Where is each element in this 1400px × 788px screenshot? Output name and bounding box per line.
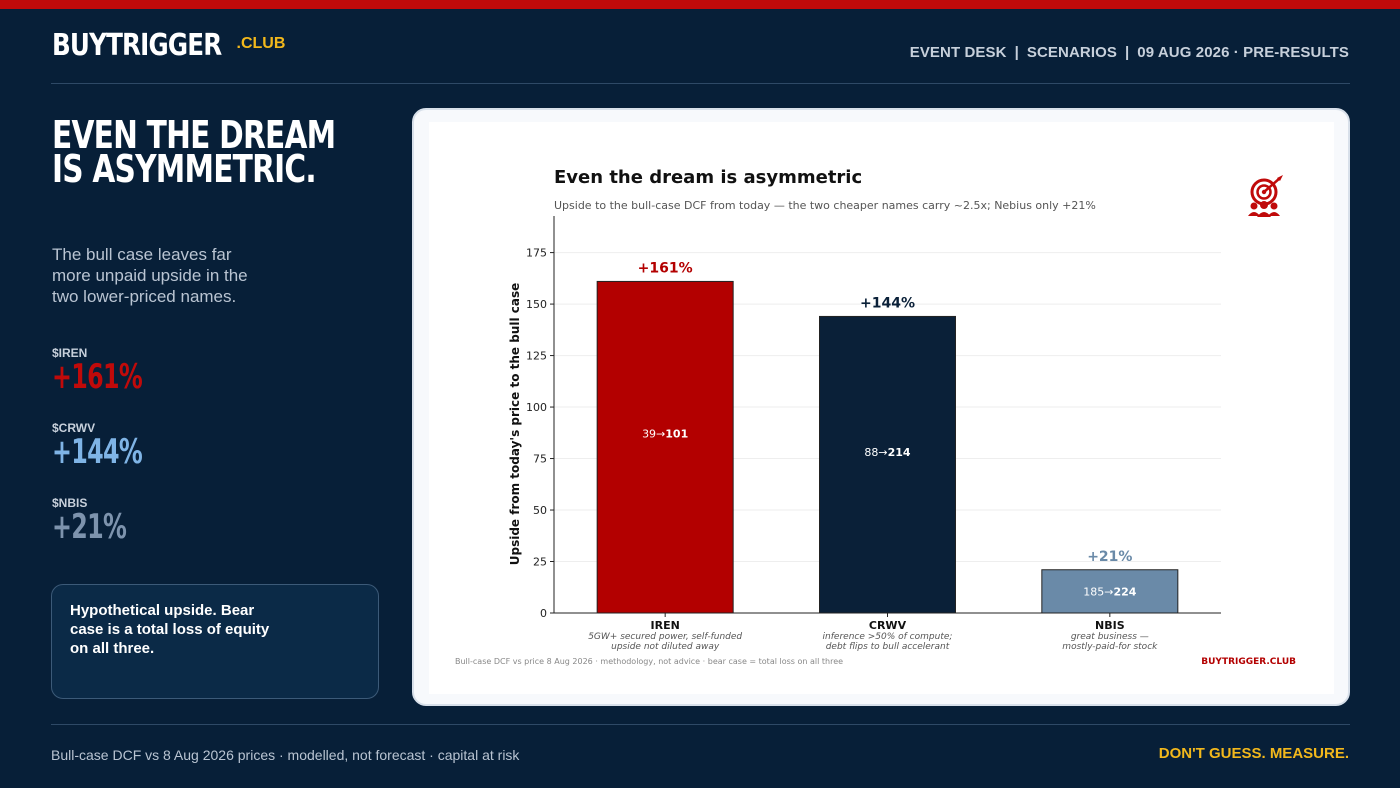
y-axis-label: Upside from today's price to the bull ca… [508, 283, 522, 566]
bar-nbis [1041, 569, 1179, 614]
price-to: 101 [665, 427, 688, 440]
price-label: 39→101 [642, 427, 688, 440]
value-label: +21% [1087, 549, 1132, 565]
x-tick-label: CRWV [869, 619, 907, 632]
bar-iren [596, 280, 734, 614]
nav-item-date: 09 AUG 2026 · PRE-RESULTS [1137, 44, 1349, 61]
price-arrow: → [1104, 585, 1113, 598]
value-label: +144% [860, 295, 915, 311]
category-note: 5GW+ secured power, self-funded [588, 632, 742, 642]
price-arrow: → [656, 427, 665, 440]
stat-ticker: $CRWV [52, 421, 96, 435]
bars: +161%39→101+144%88→214+21%185→224 [596, 260, 1179, 614]
headline-line-1: EVEN THE DREAM [52, 113, 336, 157]
disclaimer-text: Hypothetical upside. Bear case is a tota… [70, 602, 270, 657]
footer-divider [51, 724, 1350, 725]
x-tick-label: IREN [651, 619, 680, 632]
nav-item-event-desk[interactable]: EVENT DESK [909, 44, 1007, 61]
nav-separator: | [1124, 44, 1130, 61]
y-tick-label: 125 [526, 350, 547, 363]
category-note: upside not diluted away [611, 642, 720, 652]
header-nav: EVENT DESK | SCENARIOS | 09 AUG 2026 · PRE-R… [910, 44, 1349, 61]
chart-footnote: Bull-case DCF vs price 8 Aug 2026 · meth… [455, 657, 843, 666]
price-from: 88 [864, 446, 878, 459]
y-tick-label: 175 [526, 247, 547, 260]
stat-value: +21% [52, 507, 127, 547]
stat-value: +161% [52, 357, 143, 397]
disclaimer-box: Hypothetical upside. Bear case is a tota… [51, 584, 379, 699]
bar-crwv [819, 315, 956, 614]
y-tick-label: 50 [533, 504, 547, 517]
brand-logo[interactable]: BUYTRIGGER .CLUB [52, 28, 285, 64]
price-label: 185→224 [1083, 585, 1137, 598]
brand-suffix: .CLUB [236, 35, 286, 52]
category-note: inference >50% of compute; [823, 632, 953, 642]
chart-watermark: BUYTRIGGER.CLUB [1201, 657, 1296, 667]
bar-chart: Even the dream is asymmetric Upside to t… [455, 167, 1296, 667]
brand-name: BUYTRIGGER [52, 28, 222, 63]
stat-crwv: $CRWV +144% [52, 421, 181, 469]
headline-line-2: IS ASYMMETRIC. [52, 147, 317, 191]
price-to: 214 [888, 446, 911, 459]
stat-value: +144% [52, 432, 143, 472]
price-arrow: → [878, 446, 887, 459]
nav-separator: | [1014, 44, 1019, 61]
top-accent-bar [0, 0, 1400, 9]
price-label: 88→214 [864, 446, 911, 459]
y-tick-label: 100 [526, 401, 547, 414]
page-headline: EVEN THE DREAM IS ASYMMETRIC. [52, 113, 336, 191]
lede-text: The bull case leaves far more unpaid ups… [52, 245, 248, 306]
footer-tagline: DON'T GUESS. MEASURE. [1158, 745, 1349, 762]
chart-title: Even the dream is asymmetric [554, 167, 862, 188]
target-audience-icon [1248, 175, 1283, 217]
chart-subtitle: Upside to the bull-case DCF from today —… [554, 199, 1096, 212]
footer-disclaimer: Bull-case DCF vs 8 Aug 2026 prices · mod… [51, 747, 520, 763]
chart-card: Even the dream is asymmetric Upside to t… [412, 108, 1350, 706]
y-tick-label: 25 [533, 556, 547, 569]
category-note: mostly-paid-for stock [1062, 642, 1158, 652]
y-tick-label: 150 [526, 298, 547, 311]
nav-item-scenarios[interactable]: SCENARIOS [1026, 44, 1117, 61]
price-from: 185 [1083, 585, 1104, 598]
stat-nbis: $NBIS +21% [52, 496, 158, 544]
y-tick-label: 0 [540, 607, 547, 620]
x-tick-label: NBIS [1095, 619, 1125, 632]
stat-ticker: $IREN [52, 346, 88, 360]
price-to: 224 [1113, 585, 1136, 598]
stat-iren: $IREN +161% [52, 346, 181, 394]
chart-panel: Even the dream is asymmetric Upside to t… [429, 122, 1334, 694]
category-note: great business — [1071, 632, 1149, 642]
stat-ticker: $NBIS [52, 496, 88, 510]
category-note: debt flips to bull accelerant [826, 642, 950, 652]
y-tick-label: 75 [533, 453, 547, 466]
header-divider [51, 83, 1350, 84]
value-label: +161% [638, 260, 693, 276]
price-from: 39 [642, 427, 656, 440]
